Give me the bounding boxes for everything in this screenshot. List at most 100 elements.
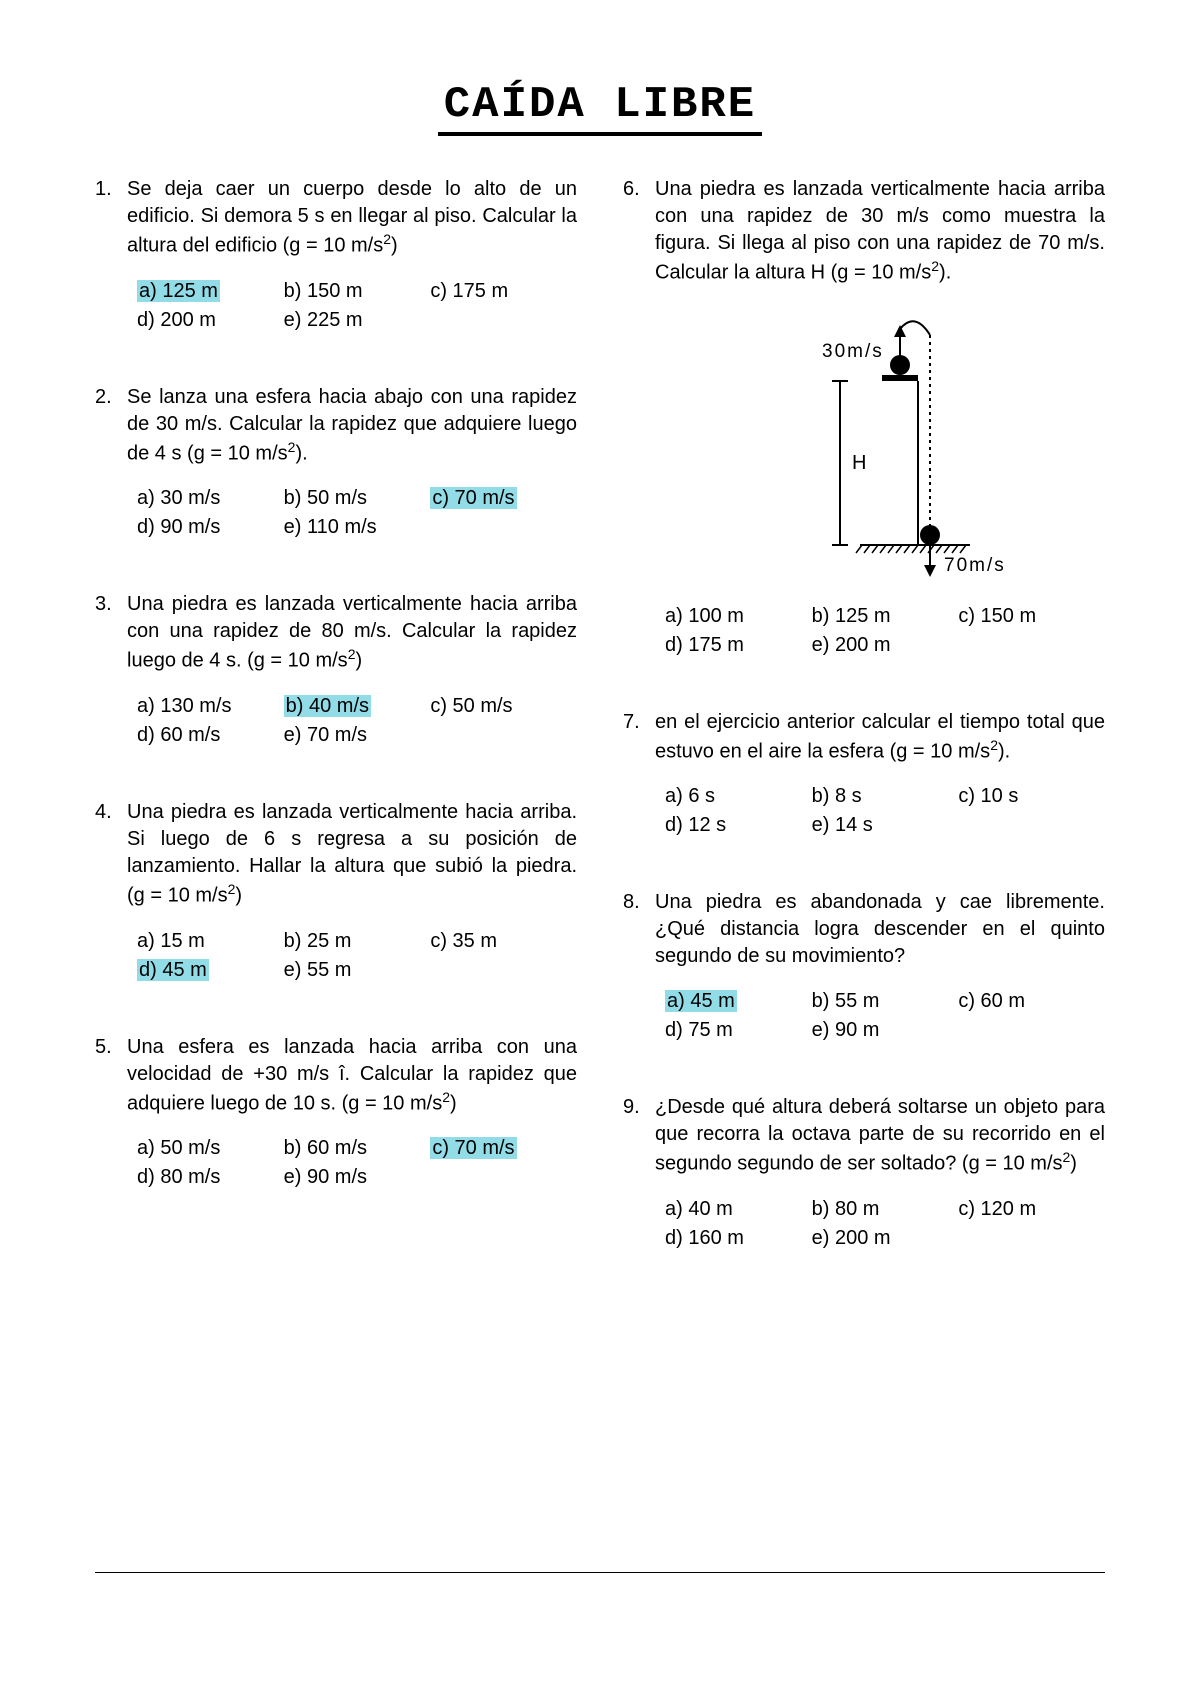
option: a) 45 m	[665, 988, 812, 1015]
option: d) 175 m	[665, 632, 812, 659]
option: c) 175 m	[430, 278, 577, 305]
problem-text: en el ejercicio anterior calcular el tie…	[655, 709, 1105, 766]
problem-number: 8.	[623, 889, 655, 1046]
option: e) 90 m/s	[284, 1164, 431, 1191]
problem: 8.Una piedra es abandonada y cae libreme…	[623, 889, 1105, 1046]
option: c) 120 m	[958, 1196, 1105, 1223]
option: a) 130 m/s	[137, 693, 284, 720]
problem-body: en el ejercicio anterior calcular el tie…	[655, 709, 1105, 842]
problem-text: Una piedra es lanzada verticalmente haci…	[127, 799, 577, 910]
footer-rule	[95, 1572, 1105, 1573]
problem-figure: 30m/s 70m/s H	[655, 305, 1105, 585]
svg-text:70m/s: 70m/s	[944, 555, 1006, 576]
problem-number: 2.	[95, 384, 127, 544]
option: a) 30 m/s	[137, 485, 284, 512]
left-column: 1.Se deja caer un cuerpo desde lo alto d…	[95, 176, 577, 1302]
problem: 7.en el ejercicio anterior calcular el t…	[623, 709, 1105, 842]
option: b) 80 m	[812, 1196, 959, 1223]
problem: 6.Una piedra es lanzada verticalmente ha…	[623, 176, 1105, 661]
problem-number: 1.	[95, 176, 127, 336]
option: d) 12 s	[665, 812, 812, 839]
problem-text: Una piedra es abandonada y cae librement…	[655, 889, 1105, 970]
option: e) 90 m	[812, 1017, 959, 1044]
option: b) 8 s	[812, 783, 959, 810]
problem-text: Una piedra es lanzada verticalmente haci…	[127, 591, 577, 675]
option: b) 50 m/s	[284, 485, 431, 512]
option: d) 200 m	[137, 307, 284, 334]
option: a) 6 s	[665, 783, 812, 810]
problem: 4.Una piedra es lanzada verticalmente ha…	[95, 799, 577, 986]
option: a) 100 m	[665, 603, 812, 630]
option: c) 60 m	[958, 988, 1105, 1015]
problem-number: 5.	[95, 1034, 127, 1194]
option: a) 40 m	[665, 1196, 812, 1223]
option: c) 70 m/s	[430, 1135, 577, 1162]
problem: 5.Una esfera es lanzada hacia arriba con…	[95, 1034, 577, 1194]
problem-body: Se deja caer un cuerpo desde lo alto de …	[127, 176, 577, 336]
options: a) 15 mb) 25 mc) 35 m d) 45 me) 55 m	[137, 928, 577, 986]
problem-number: 4.	[95, 799, 127, 986]
options: a) 40 mb) 80 mc) 120 m d) 160 me) 200 m	[665, 1196, 1105, 1254]
problem-body: Se lanza una esfera hacia abajo con una …	[127, 384, 577, 544]
option: b) 25 m	[284, 928, 431, 955]
option: c) 70 m/s	[430, 485, 577, 512]
problem: 3.Una piedra es lanzada verticalmente ha…	[95, 591, 577, 751]
svg-text:H: H	[852, 452, 866, 474]
option: d) 75 m	[665, 1017, 812, 1044]
option: d) 160 m	[665, 1225, 812, 1252]
problem-body: Una piedra es lanzada verticalmente haci…	[655, 176, 1105, 661]
problem: 9.¿Desde qué altura deberá soltarse un o…	[623, 1094, 1105, 1254]
options: a) 45 mb) 55 mc) 60 m d) 75 me) 90 m	[665, 988, 1105, 1046]
option: b) 150 m	[284, 278, 431, 305]
problem-body: Una piedra es lanzada verticalmente haci…	[127, 591, 577, 751]
page: CAÍDA LIBRE 1.Se deja caer un cuerpo des…	[0, 0, 1200, 1703]
problem-number: 7.	[623, 709, 655, 842]
option: e) 14 s	[812, 812, 959, 839]
option: e) 200 m	[812, 632, 959, 659]
option: c) 10 s	[958, 783, 1105, 810]
problem-body: ¿Desde qué altura deberá soltarse un obj…	[655, 1094, 1105, 1254]
options: a) 50 m/sb) 60 m/sc) 70 m/s d) 80 m/se) 9…	[137, 1135, 577, 1193]
problem-number: 9.	[623, 1094, 655, 1254]
option: a) 125 m	[137, 278, 284, 305]
problem-text: ¿Desde qué altura deberá soltarse un obj…	[655, 1094, 1105, 1178]
problem-body: Una piedra es abandonada y cae librement…	[655, 889, 1105, 1046]
option: c) 150 m	[958, 603, 1105, 630]
problem: 1.Se deja caer un cuerpo desde lo alto d…	[95, 176, 577, 336]
options: a) 100 mb) 125 mc) 150 m d) 175 me) 200 m	[665, 603, 1105, 661]
option: a) 15 m	[137, 928, 284, 955]
problem-body: Una piedra es lanzada verticalmente haci…	[127, 799, 577, 986]
problem-text: Se deja caer un cuerpo desde lo alto de …	[127, 176, 577, 260]
option: c) 50 m/s	[430, 693, 577, 720]
problem-text: Una piedra es lanzada verticalmente haci…	[655, 176, 1105, 287]
option: d) 90 m/s	[137, 514, 284, 541]
problem-text: Se lanza una esfera hacia abajo con una …	[127, 384, 577, 468]
problem-number: 6.	[623, 176, 655, 661]
option: b) 55 m	[812, 988, 959, 1015]
option: b) 125 m	[812, 603, 959, 630]
columns: 1.Se deja caer un cuerpo desde lo alto d…	[95, 176, 1105, 1302]
option: b) 40 m/s	[284, 693, 431, 720]
option: e) 200 m	[812, 1225, 959, 1252]
option: b) 60 m/s	[284, 1135, 431, 1162]
problem: 2.Se lanza una esfera hacia abajo con un…	[95, 384, 577, 544]
options: a) 125 mb) 150 mc) 175 m d) 200 me) 225 m	[137, 278, 577, 336]
options: a) 130 m/sb) 40 m/sc) 50 m/s d) 60 m/se) …	[137, 693, 577, 751]
svg-text:30m/s: 30m/s	[822, 341, 884, 362]
option: e) 110 m/s	[284, 514, 431, 541]
right-column: 6.Una piedra es lanzada verticalmente ha…	[623, 176, 1105, 1302]
option: d) 80 m/s	[137, 1164, 284, 1191]
problem-text: Una esfera es lanzada hacia arriba con u…	[127, 1034, 577, 1118]
problem-number: 3.	[95, 591, 127, 751]
page-title: CAÍDA LIBRE	[438, 80, 762, 136]
option: e) 55 m	[284, 957, 431, 984]
option: a) 50 m/s	[137, 1135, 284, 1162]
option: d) 60 m/s	[137, 722, 284, 749]
problem-body: Una esfera es lanzada hacia arriba con u…	[127, 1034, 577, 1194]
options: a) 6 sb) 8 sc) 10 s d) 12 se) 14 s	[665, 783, 1105, 841]
options: a) 30 m/sb) 50 m/sc) 70 m/s d) 90 m/se) 1…	[137, 485, 577, 543]
option: e) 225 m	[284, 307, 431, 334]
option: e) 70 m/s	[284, 722, 431, 749]
option: c) 35 m	[430, 928, 577, 955]
option: d) 45 m	[137, 957, 284, 984]
